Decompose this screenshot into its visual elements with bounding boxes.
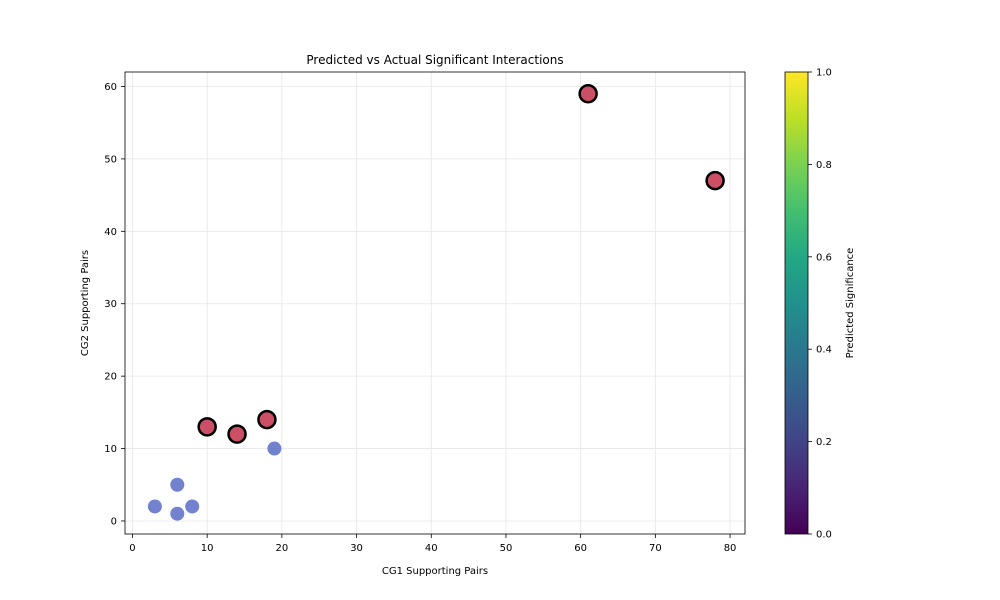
x-tick-label: 80: [724, 543, 737, 554]
chart-title: Predicted vs Actual Significant Interact…: [306, 53, 563, 67]
x-tick-label: 30: [350, 543, 363, 554]
colorbar-axis: 0.0 0.2 0.4 0.6 0.8 1.0: [808, 68, 832, 541]
y-tick-label: 30: [104, 299, 117, 310]
colorbar-label: Predicted Significance: [845, 248, 856, 359]
x-tick-label: 20: [276, 543, 289, 554]
data-point-significant: [705, 170, 725, 191]
y-tick-label: 20: [104, 372, 117, 383]
grid-lines: [125, 72, 745, 534]
y-axis-label: CG2 Supporting Pairs: [80, 250, 91, 356]
colorbar-tick-label: 0.4: [816, 345, 832, 356]
y-tick-label: 0: [111, 516, 117, 527]
x-tick-label: 0: [129, 543, 135, 554]
data-point: [185, 499, 200, 514]
data-point-significant: [578, 83, 598, 104]
colorbar-tick-label: 0.2: [816, 437, 832, 448]
scatter-points: [147, 83, 725, 521]
y-tick-label: 10: [104, 444, 117, 455]
data-point-significant: [227, 424, 247, 444]
x-tick-label: 40: [425, 543, 438, 554]
colorbar-tick-label: 1.0: [816, 68, 832, 79]
data-point: [170, 506, 185, 521]
y-tick-label: 40: [104, 227, 117, 238]
x-axis-label: CG1 Supporting Pairs: [382, 566, 488, 577]
colorbar-tick-label: 0.6: [816, 252, 832, 263]
x-tick-label: 60: [574, 543, 587, 554]
data-point-significant: [257, 409, 277, 430]
x-axis: 0 10 20 30 40 50 60 70 80: [129, 534, 736, 554]
y-tick-label: 50: [104, 154, 117, 165]
plot-area-frame: [124, 71, 746, 535]
x-tick-label: 50: [500, 543, 513, 554]
data-point-significant: [197, 417, 217, 437]
x-tick-label: 70: [649, 543, 662, 554]
colorbar-tick-label: 0.8: [816, 160, 832, 171]
y-axis: 0 10 20 30 40 50 60: [104, 82, 125, 527]
colorbar: [784, 71, 809, 535]
x-tick-label: 10: [201, 543, 214, 554]
colorbar-tick-label: 0.0: [816, 530, 832, 541]
data-point: [267, 441, 282, 456]
data-point: [147, 499, 162, 514]
data-point: [170, 477, 185, 492]
y-tick-label: 60: [104, 82, 117, 93]
